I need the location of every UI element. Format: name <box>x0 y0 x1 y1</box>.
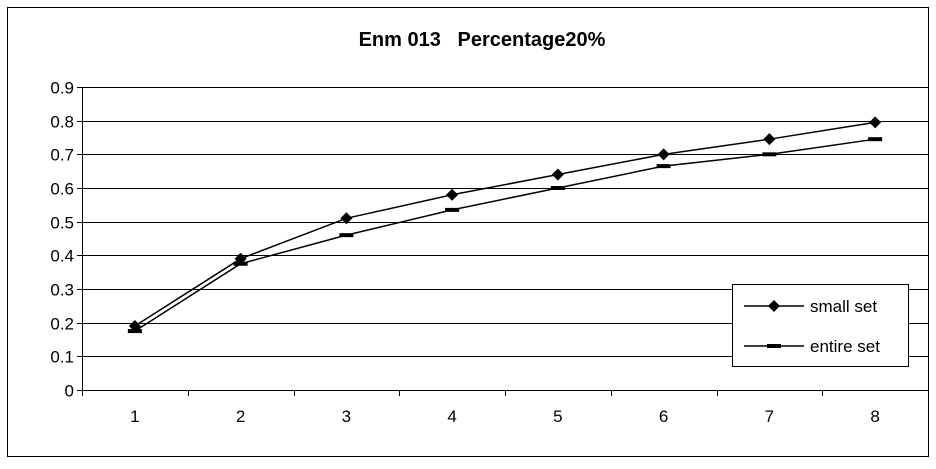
data-point-small-set <box>446 188 459 201</box>
data-point-small-set <box>234 252 247 265</box>
x-tick-label: 6 <box>659 407 668 426</box>
data-point-entire-set <box>445 207 460 212</box>
data-point-entire-set <box>656 164 671 169</box>
data-point-entire-set <box>233 261 248 266</box>
y-tick-label: 0.4 <box>50 247 74 266</box>
series-line-small-set <box>134 121 876 327</box>
y-tick-label: 0.6 <box>50 180 74 199</box>
chart-title: Enm 013 Percentage20% <box>359 29 606 51</box>
x-tick-label: 7 <box>765 407 774 426</box>
x-tick-label: 3 <box>342 407 351 426</box>
x-tick-label: 2 <box>236 407 245 426</box>
y-tick-label: 0.9 <box>50 79 74 98</box>
data-point-entire-set <box>550 186 565 190</box>
data-point-small-set <box>551 168 564 181</box>
axes: 0 0.1 0.2 0.3 0.4 0.5 0.6 0.7 0.8 0.9 1 2 3 4 5 6 7 8 <box>50 79 929 426</box>
data-point-small-set <box>763 133 776 146</box>
legend-label-small-set: small set <box>810 297 877 316</box>
data-point-entire-set <box>339 233 354 238</box>
data-point-entire-set <box>127 329 142 334</box>
series-line-entire-set <box>134 138 876 332</box>
y-tick-label: 0.3 <box>50 281 74 300</box>
x-tick-label: 1 <box>130 407 139 426</box>
gridlines <box>82 87 928 357</box>
series-group <box>127 116 883 334</box>
data-point-entire-set <box>868 137 883 142</box>
y-tick-label: 0.2 <box>50 315 74 334</box>
y-tick-label: 0.1 <box>50 348 74 367</box>
y-tick-label: 0.7 <box>50 146 74 165</box>
data-point-entire-set <box>762 152 777 157</box>
y-tick-label: 0.8 <box>50 113 74 132</box>
y-tick-label: 0.5 <box>50 214 74 233</box>
legend-label-entire-set: entire set <box>810 337 880 356</box>
x-tick-label: 4 <box>447 407 456 426</box>
data-point-small-set <box>657 148 670 161</box>
data-point-small-set <box>340 212 353 225</box>
legend: small set entire set <box>732 284 909 367</box>
legend-marker-small-set <box>768 300 780 312</box>
x-tick-label: 5 <box>553 407 562 426</box>
y-tick-label: 0 <box>65 382 74 401</box>
chart-border <box>7 7 929 457</box>
x-tick-label: 8 <box>870 407 879 426</box>
data-point-small-set <box>869 116 882 129</box>
legend-box <box>732 284 909 367</box>
legend-marker-entire-set <box>767 344 781 348</box>
